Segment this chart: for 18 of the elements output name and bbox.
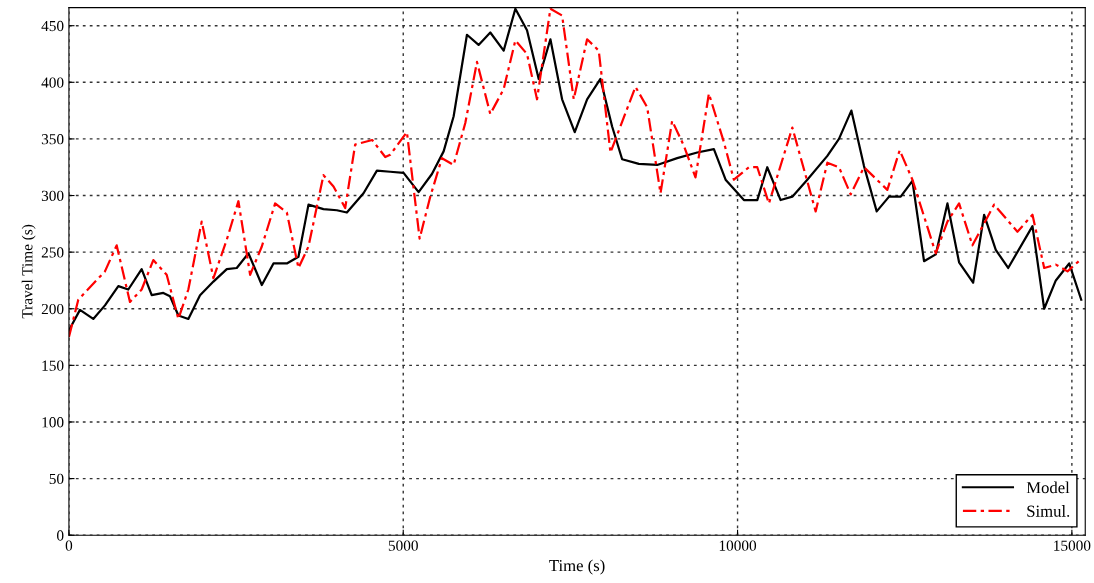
y-tick-label: 150 — [42, 360, 64, 371]
y-tick-label: 450 — [41, 20, 64, 32]
x-tick-label: 0 — [65, 540, 73, 551]
y-axis-title: Travel Time (s) — [21, 224, 36, 319]
y-tick-label: 400 — [41, 77, 64, 88]
x-tick-label: 5000 — [388, 540, 418, 551]
y-tick-label: 50 — [49, 473, 64, 485]
y-tick-label: 200 — [41, 303, 64, 315]
x-tick-label: 15000 — [1054, 540, 1091, 551]
y-tick-label: 100 — [42, 417, 64, 428]
x-tick-label: 10000 — [719, 540, 757, 551]
y-tick-label: 300 — [41, 190, 64, 201]
y-tick-label: 250 — [41, 247, 64, 258]
y-tick-label: 0 — [57, 530, 64, 541]
x-axis-title: Time (s) — [549, 559, 605, 575]
legend-label: Simul. — [1027, 505, 1070, 517]
y-tick-label: 350 — [41, 134, 64, 145]
legend-label: Model — [1026, 481, 1070, 494]
